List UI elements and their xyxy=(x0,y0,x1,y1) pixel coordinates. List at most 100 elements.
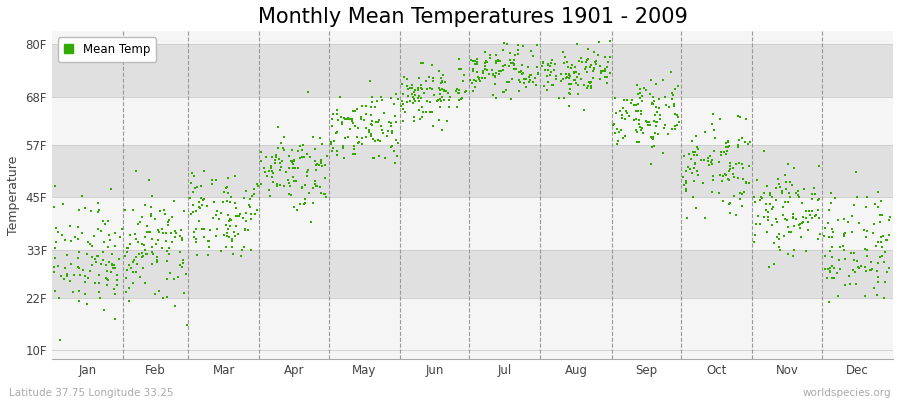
Point xyxy=(736,176,751,182)
Point xyxy=(564,65,579,72)
Point xyxy=(696,180,710,186)
Point xyxy=(136,265,150,271)
Point xyxy=(501,63,516,70)
Point xyxy=(641,122,655,129)
Point xyxy=(362,127,376,133)
Point xyxy=(679,178,693,184)
Point xyxy=(415,86,429,92)
Point xyxy=(680,215,695,222)
Point xyxy=(489,70,503,77)
Point xyxy=(337,114,351,121)
Point xyxy=(138,280,152,286)
Point xyxy=(54,273,68,280)
Point xyxy=(567,76,581,83)
Point xyxy=(108,242,122,249)
Point xyxy=(346,150,360,157)
Point xyxy=(285,165,300,171)
Point xyxy=(837,233,851,239)
Point xyxy=(756,148,770,155)
Point xyxy=(433,96,447,102)
Point xyxy=(220,184,234,190)
Point xyxy=(48,255,62,262)
Point xyxy=(364,104,379,110)
Point xyxy=(416,60,430,66)
Point xyxy=(824,200,839,206)
Point xyxy=(440,118,454,124)
Point xyxy=(184,180,198,186)
Point xyxy=(475,68,490,74)
Point xyxy=(770,219,784,225)
Point xyxy=(158,211,172,218)
Point xyxy=(599,80,614,87)
Point xyxy=(190,252,204,258)
Point xyxy=(838,281,852,288)
Point xyxy=(157,207,171,213)
Point xyxy=(519,76,534,82)
Point xyxy=(309,183,323,189)
Point xyxy=(177,290,192,296)
Point xyxy=(670,114,685,120)
Point xyxy=(329,107,344,114)
Point xyxy=(846,267,860,273)
Point xyxy=(72,249,86,255)
Point xyxy=(250,183,265,190)
Point xyxy=(237,194,251,201)
Point xyxy=(380,133,394,139)
Point xyxy=(346,118,360,124)
Point xyxy=(423,84,437,91)
Point xyxy=(698,129,713,135)
Point xyxy=(465,66,480,72)
Point xyxy=(562,75,577,82)
Point xyxy=(190,184,204,190)
Point xyxy=(219,244,233,250)
Point xyxy=(517,43,531,50)
Point xyxy=(873,212,887,219)
Point xyxy=(491,58,505,64)
Point xyxy=(220,230,234,237)
Point xyxy=(721,144,735,150)
Point xyxy=(753,194,768,200)
Point xyxy=(430,96,445,103)
Point xyxy=(364,112,379,118)
Point xyxy=(413,94,428,101)
Point xyxy=(652,105,666,111)
Point xyxy=(98,220,112,227)
Point xyxy=(271,145,285,152)
Point xyxy=(802,208,816,214)
Point xyxy=(569,80,583,86)
Point xyxy=(820,275,834,282)
Point xyxy=(464,80,479,86)
Point xyxy=(238,218,253,224)
Point xyxy=(197,226,211,232)
Point xyxy=(285,174,300,180)
Point xyxy=(539,72,554,79)
Point xyxy=(780,161,795,168)
Point xyxy=(647,130,662,136)
Point xyxy=(330,116,345,123)
Point xyxy=(723,200,737,206)
Point xyxy=(877,259,891,265)
Point xyxy=(401,86,416,92)
Point xyxy=(354,114,368,120)
Point xyxy=(290,207,304,213)
Point xyxy=(423,98,437,105)
Point xyxy=(822,234,836,240)
Point xyxy=(387,148,401,154)
Point xyxy=(811,236,825,243)
Point xyxy=(262,168,276,175)
Point xyxy=(592,76,607,83)
Point xyxy=(504,76,518,82)
Point xyxy=(667,101,681,107)
Point xyxy=(359,133,374,140)
Point xyxy=(775,188,789,194)
Point xyxy=(559,75,573,82)
Point xyxy=(521,64,535,70)
Point xyxy=(288,165,302,171)
Point xyxy=(96,239,111,246)
Point xyxy=(398,109,412,115)
Point xyxy=(719,140,733,146)
Point xyxy=(837,216,851,222)
Point xyxy=(145,249,159,255)
Point xyxy=(497,40,511,46)
Point xyxy=(735,190,750,197)
